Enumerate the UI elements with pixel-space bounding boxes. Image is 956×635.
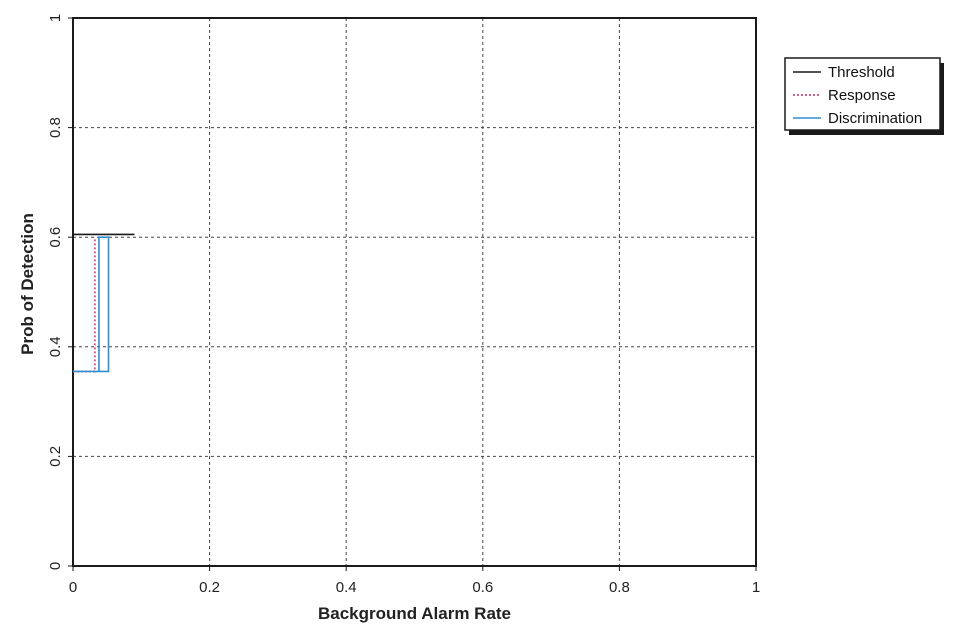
legend-label: Response: [828, 87, 896, 104]
y-tick-label: 0: [47, 562, 64, 570]
x-axis-title: Background Alarm Rate: [318, 604, 511, 623]
series-line-threshold: [72, 233, 135, 566]
y-tick-label: 0.2: [47, 446, 64, 467]
legend-label: Discrimination: [828, 110, 922, 127]
series-layer: [72, 233, 135, 566]
grid-lines: [73, 18, 756, 566]
plot-frame: [72, 17, 757, 567]
y-tick-label: 0.6: [47, 227, 64, 248]
x-tick-label: 1: [752, 579, 760, 596]
x-tick-label: 0.6: [472, 579, 493, 596]
legend: Threshold Response Discrimination: [784, 57, 944, 135]
legend-label: Threshold: [828, 64, 895, 81]
legend-items: Threshold Response Discrimination: [793, 64, 922, 127]
x-tick-label: 0.4: [336, 579, 357, 596]
y-tick-label: 0.4: [47, 336, 64, 357]
y-tick-label: 0.8: [47, 117, 64, 138]
x-tick-label: 0: [69, 579, 77, 596]
y-tick-label: 1: [47, 14, 64, 22]
y-axis-title: Prob of Detection: [18, 213, 37, 355]
series-line-response: [73, 237, 96, 373]
tick-labels: 0 0.2 0.4 0.6 0.8 1 0 0.2 0.4 0.6 0.8 1: [47, 14, 760, 596]
series-line-discrimination: [73, 236, 110, 373]
x-tick-label: 0.2: [199, 579, 220, 596]
x-tick-label: 0.8: [609, 579, 630, 596]
